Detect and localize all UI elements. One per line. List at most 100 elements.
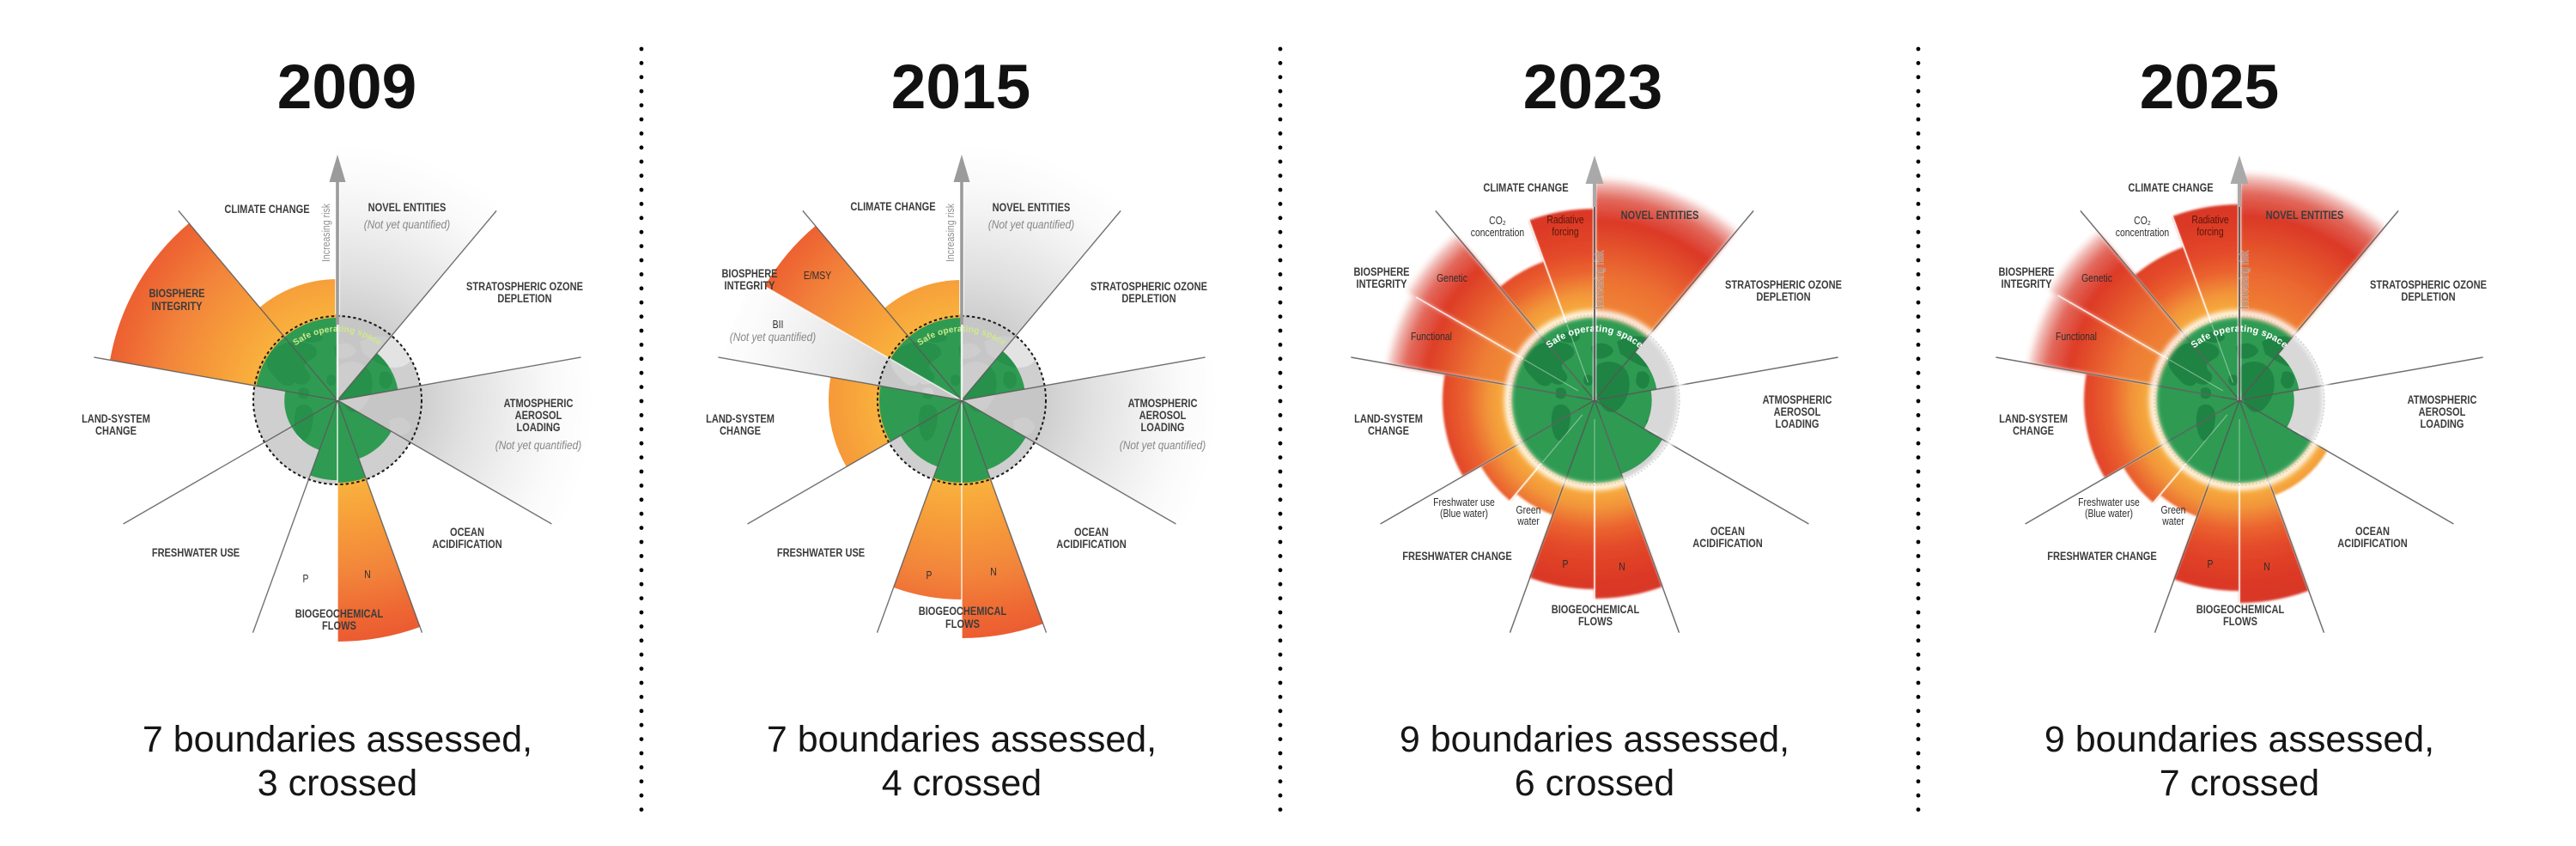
svg-text:STRATOSPHERIC OZONE: STRATOSPHERIC OZONE [466, 280, 583, 294]
svg-text:Genetic: Genetic [1437, 272, 1467, 284]
svg-text:INTEGRITY: INTEGRITY [725, 279, 775, 293]
svg-text:DEPLETION: DEPLETION [1121, 292, 1176, 306]
svg-text:NOVEL ENTITIES: NOVEL ENTITIES [368, 201, 447, 215]
svg-text:Increasing risk: Increasing risk [2238, 251, 2251, 309]
svg-text:(Not yet quantified): (Not yet quantified) [364, 217, 450, 231]
svg-text:STRATOSPHERIC OZONE: STRATOSPHERIC OZONE [1091, 280, 1207, 294]
svg-text:NOVEL ENTITIES: NOVEL ENTITIES [1621, 209, 1699, 222]
svg-text:DEPLETION: DEPLETION [2401, 290, 2455, 304]
svg-text:CO₂: CO₂ [1489, 215, 1506, 227]
svg-text:N: N [1619, 561, 1625, 573]
svg-text:OCEAN: OCEAN [1074, 526, 1109, 539]
svg-text:P: P [303, 573, 309, 585]
svg-text:Increasing risk: Increasing risk [319, 204, 332, 262]
svg-text:P: P [927, 569, 933, 581]
svg-text:ATMOSPHERIC: ATMOSPHERIC [1128, 397, 1198, 411]
svg-text:AEROSOL: AEROSOL [1139, 409, 1187, 423]
svg-text:(Blue water): (Blue water) [2085, 508, 2133, 520]
svg-text:LOADING: LOADING [2421, 417, 2464, 431]
svg-text:FLOWS: FLOWS [322, 619, 356, 633]
svg-text:2009: 2009 [277, 52, 416, 122]
svg-text:CLIMATE CHANGE: CLIMATE CHANGE [850, 200, 935, 214]
svg-text:(Not yet quantified): (Not yet quantified) [730, 330, 816, 344]
svg-text:Functional: Functional [1411, 331, 1452, 343]
svg-text:BIOGEOCHEMICAL: BIOGEOCHEMICAL [2196, 603, 2285, 617]
svg-text:Freshwater use: Freshwater use [1433, 496, 1495, 508]
svg-text:OCEAN: OCEAN [450, 526, 484, 539]
svg-text:9 boundaries assessed,: 9 boundaries assessed, [2044, 719, 2434, 760]
svg-text:6 crossed: 6 crossed [1515, 763, 1674, 804]
svg-text:3 crossed: 3 crossed [258, 763, 417, 804]
svg-text:4 crossed: 4 crossed [882, 763, 1042, 804]
svg-text:LAND-SYSTEM: LAND-SYSTEM [1999, 412, 2068, 426]
svg-text:LAND-SYSTEM: LAND-SYSTEM [82, 412, 150, 426]
svg-text:DEPLETION: DEPLETION [1756, 290, 1810, 304]
svg-text:AEROSOL: AEROSOL [1774, 405, 1821, 419]
svg-text:INTEGRITY: INTEGRITY [2002, 277, 2052, 291]
svg-text:water: water [2161, 515, 2184, 527]
svg-text:AEROSOL: AEROSOL [515, 409, 562, 423]
svg-text:forcing: forcing [2196, 226, 2223, 238]
svg-text:DEPLETION: DEPLETION [497, 292, 551, 306]
svg-text:2015: 2015 [891, 52, 1030, 122]
svg-text:N: N [990, 566, 997, 578]
svg-text:BIOSPHERE: BIOSPHERE [149, 287, 204, 301]
svg-text:STRATOSPHERIC OZONE: STRATOSPHERIC OZONE [2370, 278, 2487, 292]
svg-text:LAND-SYSTEM: LAND-SYSTEM [706, 412, 775, 426]
svg-text:water: water [1516, 515, 1539, 527]
svg-text:9 boundaries assessed,: 9 boundaries assessed, [1400, 719, 1789, 760]
svg-text:ATMOSPHERIC: ATMOSPHERIC [1763, 393, 1832, 407]
svg-text:ATMOSPHERIC: ATMOSPHERIC [2408, 393, 2477, 407]
svg-text:7 boundaries assessed,: 7 boundaries assessed, [143, 719, 532, 760]
svg-text:OCEAN: OCEAN [1710, 525, 1745, 539]
svg-text:Increasing risk: Increasing risk [944, 204, 957, 262]
svg-text:Green: Green [1516, 504, 1541, 516]
svg-text:LAND-SYSTEM: LAND-SYSTEM [1354, 412, 1423, 426]
svg-text:Radiative: Radiative [2191, 214, 2229, 226]
svg-text:P: P [1563, 558, 1569, 570]
svg-text:FRESHWATER CHANGE: FRESHWATER CHANGE [2047, 550, 2157, 563]
svg-text:Radiative: Radiative [1546, 214, 1584, 226]
svg-text:CLIMATE CHANGE: CLIMATE CHANGE [1483, 181, 1568, 195]
svg-text:FLOWS: FLOWS [945, 618, 980, 631]
svg-text:INTEGRITY: INTEGRITY [152, 300, 203, 313]
svg-text:ATMOSPHERIC: ATMOSPHERIC [504, 397, 574, 411]
svg-text:CLIMATE CHANGE: CLIMATE CHANGE [224, 203, 309, 216]
svg-text:INTEGRITY: INTEGRITY [1357, 277, 1407, 291]
svg-text:2023: 2023 [1523, 52, 1662, 122]
svg-text:(Not yet quantified): (Not yet quantified) [988, 217, 1074, 231]
svg-text:CHANGE: CHANGE [1368, 424, 1409, 438]
svg-text:BIOGEOCHEMICAL: BIOGEOCHEMICAL [295, 607, 384, 621]
svg-text:FRESHWATER USE: FRESHWATER USE [777, 546, 865, 560]
svg-text:LOADING: LOADING [1141, 421, 1185, 435]
svg-text:BIOSPHERE: BIOSPHERE [721, 267, 777, 281]
svg-text:P: P [2208, 558, 2214, 570]
svg-text:(Blue water): (Blue water) [1440, 508, 1488, 520]
svg-text:NOVEL ENTITIES: NOVEL ENTITIES [2266, 209, 2344, 222]
svg-text:AEROSOL: AEROSOL [2419, 405, 2466, 419]
svg-text:7 crossed: 7 crossed [2160, 763, 2319, 804]
svg-text:STRATOSPHERIC OZONE: STRATOSPHERIC OZONE [1725, 278, 1842, 292]
svg-text:ACIDIFICATION: ACIDIFICATION [1056, 538, 1126, 551]
svg-text:E/MSY: E/MSY [804, 270, 831, 282]
svg-text:CLIMATE CHANGE: CLIMATE CHANGE [2128, 181, 2213, 195]
svg-text:7 boundaries assessed,: 7 boundaries assessed, [767, 719, 1157, 760]
svg-text:forcing: forcing [1552, 226, 1578, 238]
svg-text:concentration: concentration [2116, 227, 2169, 239]
svg-text:OCEAN: OCEAN [2355, 525, 2390, 539]
svg-text:Functional: Functional [2056, 331, 2097, 343]
svg-text:Genetic: Genetic [2081, 272, 2112, 284]
svg-text:FLOWS: FLOWS [2223, 615, 2257, 629]
svg-text:ACIDIFICATION: ACIDIFICATION [2337, 537, 2407, 551]
svg-text:BIOSPHERE: BIOSPHERE [1353, 265, 1409, 279]
svg-text:N: N [364, 569, 371, 581]
svg-text:2025: 2025 [2140, 52, 2279, 122]
svg-text:FRESHWATER CHANGE: FRESHWATER CHANGE [1402, 550, 1512, 563]
svg-text:CO₂: CO₂ [2134, 215, 2151, 227]
svg-text:BIOSPHERE: BIOSPHERE [1998, 265, 2054, 279]
svg-text:(Not yet quantified): (Not yet quantified) [495, 438, 581, 452]
svg-text:BIOGEOCHEMICAL: BIOGEOCHEMICAL [919, 605, 1007, 618]
svg-text:N: N [2263, 561, 2270, 573]
svg-text:Increasing risk: Increasing risk [1593, 251, 1606, 309]
svg-text:CHANGE: CHANGE [95, 424, 137, 438]
